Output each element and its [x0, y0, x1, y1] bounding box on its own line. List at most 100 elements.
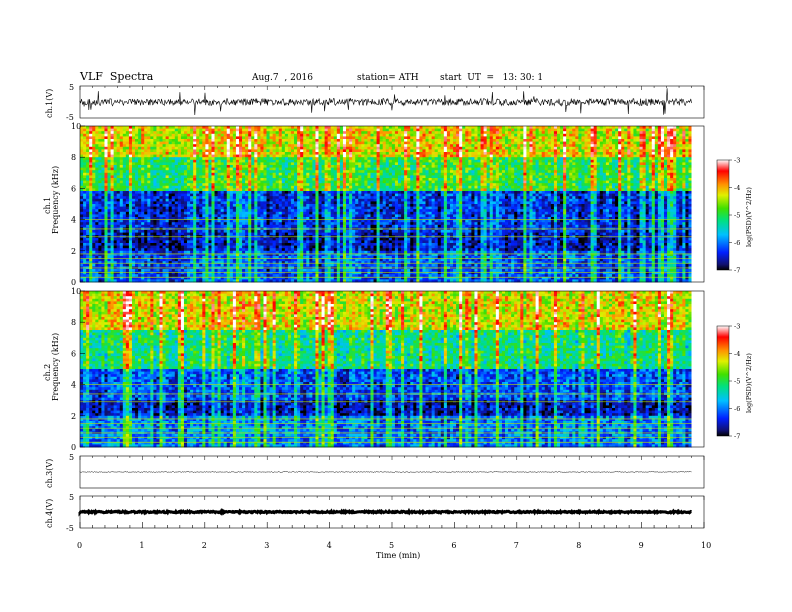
spectrogram-cell: [300, 172, 304, 176]
spectrogram-cell: [636, 178, 640, 181]
spectrogram-cell: [205, 188, 209, 192]
spectrogram-cell: [627, 146, 631, 150]
spectrogram-cell: [153, 139, 157, 142]
spectrogram-cell: [624, 149, 628, 153]
spectrogram-cell: [278, 159, 283, 163]
spectrogram-cell: [688, 133, 692, 137]
spectrogram-cell: [651, 128, 656, 132]
spectrogram-cell: [214, 167, 218, 171]
spectrogram-cell: [633, 131, 637, 135]
spectrogram-cell: [593, 144, 598, 148]
spectrogram-cell: [664, 180, 668, 184]
spectrogram-cell: [477, 149, 481, 153]
spectrogram-cell: [193, 162, 197, 166]
spectrogram-cell: [618, 149, 622, 153]
spectrogram-cell: [505, 152, 509, 155]
spectrogram-cell: [660, 172, 665, 176]
spectrogram-cell: [636, 141, 640, 145]
spectrogram-cell: [636, 139, 640, 142]
spectrogram-cell: [309, 167, 313, 171]
spectrogram-cell: [349, 175, 353, 179]
spectrogram-cell: [330, 128, 335, 132]
spectrogram-cell: [553, 126, 558, 129]
spectrogram-cell: [608, 162, 613, 166]
spectrogram-cell: [180, 172, 185, 176]
spectrogram-cell: [321, 165, 326, 168]
spectrogram-cell: [199, 188, 203, 192]
spectrogram-cell: [501, 165, 506, 168]
spectrogram-cell: [226, 162, 231, 166]
spectrogram-cell: [501, 144, 506, 148]
spectrogram-cell: [526, 165, 530, 168]
spectrogram-cell: [382, 136, 387, 140]
spectrogram-cell: [520, 178, 524, 181]
spectrogram-cell: [382, 183, 387, 187]
spectrogram-cell: [202, 167, 206, 171]
spectrogram-cell: [556, 167, 561, 171]
spectrogram-cell: [529, 167, 533, 171]
spectrogram-cell: [263, 152, 267, 155]
spectrogram-cell: [468, 149, 472, 153]
spectrogram-cell: [639, 154, 643, 158]
spectrogram-cell: [407, 165, 411, 168]
spectrogram-cell: [462, 175, 466, 179]
spectrogram-cell: [376, 178, 381, 181]
spectrogram-cell: [278, 162, 283, 166]
spectrogram-cell: [453, 185, 457, 189]
spectrogram-cell: [685, 152, 689, 155]
spectrogram-cell: [113, 131, 118, 135]
spectrogram-cell: [413, 136, 417, 140]
spectrogram-cell: [177, 136, 182, 140]
spectrogram-cell: [98, 175, 102, 179]
spectrogram-cell: [508, 144, 512, 148]
spectrogram-cell: [128, 131, 133, 135]
spectrogram-cell: [364, 183, 368, 187]
spectrogram-cell: [361, 157, 365, 161]
spectrogram-cell: [260, 128, 264, 132]
spectrogram-cell: [480, 178, 485, 181]
spectrogram-cell: [538, 165, 543, 168]
spectrogram-cell: [505, 146, 509, 150]
spectrogram-cell: [364, 159, 368, 163]
spectrogram-cell: [532, 162, 536, 166]
spectrogram-cell: [290, 175, 295, 179]
spectrogram-cell: [324, 165, 329, 168]
spectrogram-cell: [422, 159, 426, 163]
spectrogram-cell: [107, 144, 111, 148]
spectrogram-cell: [183, 128, 188, 132]
spectrogram-cell: [605, 141, 610, 145]
spectrogram-cell: [281, 170, 286, 174]
spectrogram-cell: [627, 157, 631, 161]
spectrogram-cell: [679, 144, 683, 148]
spectrogram-cell: [349, 126, 353, 129]
spectrogram-cell: [159, 149, 163, 153]
spectrogram-cell: [642, 178, 647, 181]
spectrogram-cell: [358, 152, 362, 155]
spectrogram-cell: [269, 133, 274, 137]
spectrogram-cell: [483, 126, 488, 129]
spectrogram-cell: [630, 172, 634, 176]
spectrogram-cell: [480, 183, 485, 187]
spectrogram-cell: [177, 159, 182, 163]
spectrogram-cell: [342, 154, 347, 158]
spectrogram-cell: [376, 154, 381, 158]
spectrogram-cell: [144, 157, 148, 161]
spectrogram-cell: [523, 128, 527, 132]
spectrogram-cell: [547, 141, 552, 145]
spectrogram-cell: [449, 188, 454, 192]
spectrogram-cell: [394, 188, 399, 192]
spectrogram-cell: [257, 146, 261, 150]
spectrogram-cell: [342, 157, 347, 161]
spectrogram-cell: [196, 185, 200, 189]
spectrogram-cell: [498, 172, 503, 176]
spectrogram-cell: [428, 185, 433, 189]
spectrogram-cell: [352, 146, 356, 150]
spectrogram-cell: [324, 144, 329, 148]
spectrogram-cell: [615, 133, 619, 137]
spectrogram-cell: [196, 131, 200, 135]
spectrogram-cell: [370, 152, 374, 155]
spectrogram-cell: [208, 165, 212, 168]
spectrogram-cell: [578, 152, 582, 155]
spectrogram-cell: [355, 146, 359, 150]
spectrogram-cell: [501, 180, 506, 184]
